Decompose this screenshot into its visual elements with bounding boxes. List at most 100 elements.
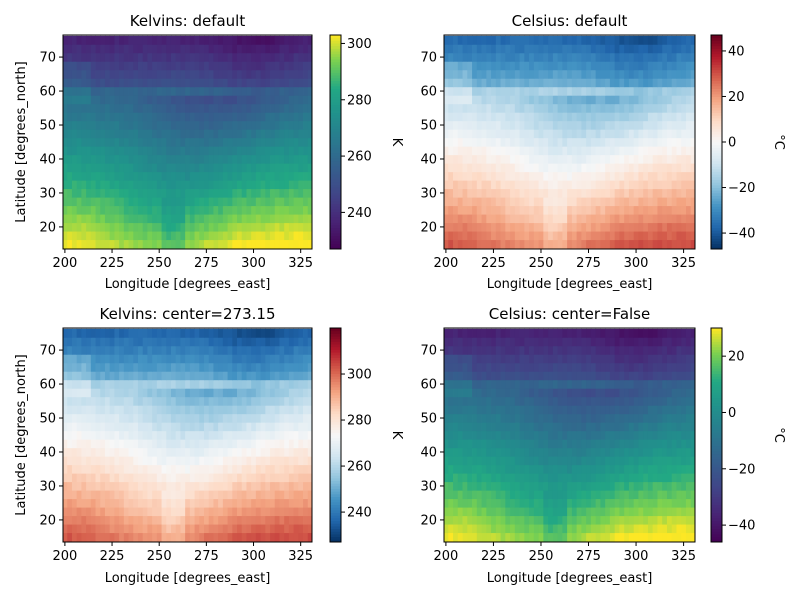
heatmap-cell bbox=[147, 447, 153, 457]
heatmap-cell bbox=[194, 456, 200, 466]
heatmap-cell bbox=[137, 328, 144, 338]
heatmap-cell bbox=[571, 188, 578, 198]
heatmap-cell bbox=[495, 464, 501, 474]
subplot-celsius-nocenter: Celsius: center=False 200 225 250 275 300 325… bbox=[420, 305, 786, 586]
heatmap-cell bbox=[448, 146, 454, 156]
heatmap-cell bbox=[123, 86, 129, 96]
heatmap-cell bbox=[166, 137, 172, 147]
heatmap-cell bbox=[609, 524, 616, 534]
heatmap-cell bbox=[690, 239, 696, 249]
heatmap-cell bbox=[467, 430, 473, 440]
heatmap-cell bbox=[63, 35, 68, 45]
heatmap-cell bbox=[543, 103, 549, 113]
heatmap-cell bbox=[274, 388, 280, 398]
heatmap-cell bbox=[457, 447, 463, 457]
colorbar-segment bbox=[330, 101, 341, 106]
heatmap-cell bbox=[548, 524, 554, 534]
heatmap-cell bbox=[260, 507, 266, 517]
heatmap-cell bbox=[156, 180, 162, 190]
heatmap-cell bbox=[552, 95, 559, 105]
heatmap-cell bbox=[298, 498, 304, 508]
heatmap-cell bbox=[676, 180, 682, 190]
heatmap-cell bbox=[529, 447, 535, 457]
heatmap-cell bbox=[510, 464, 516, 474]
heatmap-cell bbox=[288, 473, 295, 483]
heatmap-cell bbox=[81, 439, 87, 449]
heatmap-cell bbox=[581, 146, 587, 156]
heatmap-cell bbox=[638, 205, 644, 215]
heatmap-cell bbox=[576, 231, 582, 241]
heatmap-cell bbox=[581, 44, 587, 54]
heatmap-cell bbox=[614, 95, 620, 105]
heatmap-cell bbox=[638, 197, 644, 207]
heatmap-cell bbox=[510, 498, 516, 508]
heatmap-cell bbox=[175, 137, 181, 147]
heatmap-cell bbox=[609, 447, 616, 457]
heatmap-cell bbox=[662, 120, 668, 130]
heatmap-cell bbox=[67, 205, 73, 215]
heatmap-cell bbox=[152, 481, 158, 491]
heatmap-cell bbox=[633, 137, 639, 147]
heatmap-cell bbox=[495, 78, 501, 88]
heatmap-cell bbox=[128, 154, 134, 164]
heatmap-cell bbox=[307, 328, 313, 338]
heatmap-cell bbox=[657, 481, 663, 491]
heatmap-cell bbox=[246, 515, 252, 525]
heatmap-cell bbox=[444, 112, 449, 122]
heatmap-cell bbox=[562, 35, 568, 45]
heatmap-cell bbox=[133, 120, 139, 130]
heatmap-cell bbox=[222, 61, 228, 71]
heatmap-cell bbox=[647, 188, 654, 198]
heatmap-cell bbox=[119, 405, 125, 415]
heatmap-cell bbox=[274, 86, 280, 96]
heatmap-cell bbox=[666, 205, 673, 215]
heatmap-cell bbox=[557, 95, 563, 105]
heatmap-cell bbox=[270, 52, 276, 62]
heatmap-cell bbox=[505, 52, 511, 62]
heatmap-cell bbox=[95, 188, 101, 198]
heatmap-cell bbox=[476, 481, 482, 491]
heatmap-cell bbox=[232, 439, 238, 449]
heatmap-cell bbox=[467, 439, 473, 449]
heatmap-cell bbox=[581, 231, 587, 241]
heatmap-cell bbox=[605, 129, 611, 139]
heatmap-cell bbox=[605, 112, 611, 122]
heatmap-cell bbox=[237, 69, 243, 79]
heatmap-cell bbox=[562, 205, 568, 215]
heatmap-cell bbox=[681, 214, 687, 224]
heatmap-cell bbox=[472, 473, 478, 483]
colorbar-segment bbox=[330, 520, 341, 524]
heatmap-cell bbox=[279, 163, 285, 173]
heatmap-cell bbox=[189, 405, 195, 415]
heatmap-cell bbox=[619, 78, 625, 88]
heatmap-cell bbox=[199, 439, 205, 449]
heatmap-cell bbox=[293, 205, 299, 215]
heatmap-cell bbox=[614, 464, 620, 474]
heatmap-cell bbox=[156, 69, 162, 79]
heatmap-cell bbox=[218, 345, 224, 355]
heatmap-cell bbox=[500, 78, 506, 88]
heatmap-cell bbox=[633, 515, 639, 525]
heatmap-cell bbox=[237, 239, 243, 249]
heatmap-cell bbox=[204, 481, 210, 491]
heatmap-cell bbox=[194, 231, 200, 241]
heatmap-cell bbox=[638, 481, 644, 491]
heatmap-cell bbox=[643, 137, 649, 147]
heatmap-cell bbox=[298, 69, 304, 79]
heatmap-cell bbox=[600, 95, 606, 105]
heatmap-cell bbox=[227, 205, 233, 215]
heatmap-cell bbox=[524, 52, 530, 62]
heatmap-cell bbox=[638, 507, 644, 517]
heatmap-cell bbox=[71, 524, 78, 534]
heatmap-cell bbox=[260, 86, 266, 96]
heatmap-cell bbox=[293, 222, 299, 232]
heatmap-cell bbox=[284, 456, 290, 466]
heatmap-cell bbox=[270, 86, 276, 96]
heatmap-cell bbox=[457, 214, 463, 224]
heatmap-cell bbox=[86, 35, 92, 45]
heatmap-cell bbox=[562, 222, 568, 232]
heatmap-cell bbox=[76, 120, 82, 130]
heatmap-cell bbox=[462, 507, 468, 517]
colorbar-segment bbox=[330, 107, 341, 111]
heatmap-cell bbox=[652, 78, 658, 88]
